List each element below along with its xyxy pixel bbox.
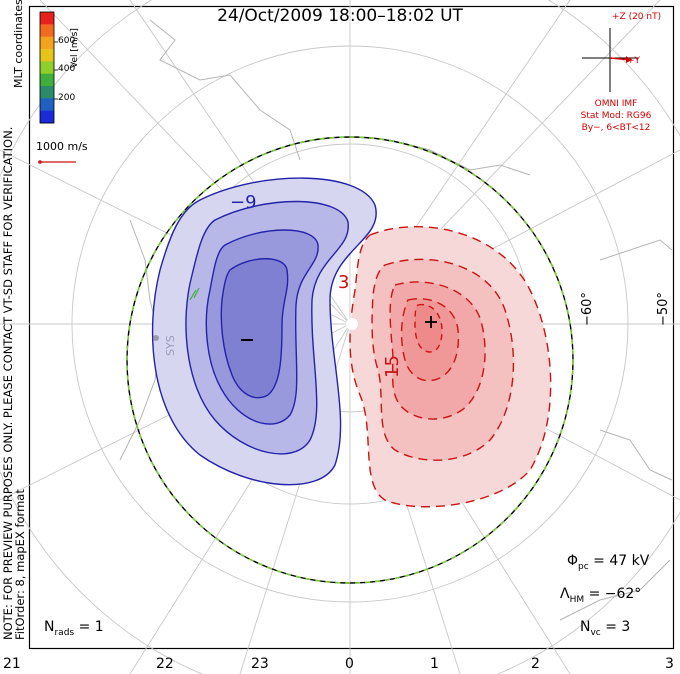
- vector-scale-label: 1000 m/s: [36, 140, 88, 153]
- mlt-label-22: 22: [156, 656, 174, 672]
- coordinates-label: MLT coordinates: [12, 0, 25, 88]
- lambda-symbol: Λ: [560, 586, 570, 602]
- nrads-symbol: N: [44, 619, 55, 635]
- lat-label-60: −60°: [580, 292, 595, 326]
- preview-note: NOTE: FOR PREVIEW PURPOSES ONLY. PLEASE …: [1, 127, 27, 640]
- station-label: SYS: [164, 335, 177, 356]
- imf-model: Stat Mod: RG96: [580, 111, 652, 121]
- coastlines: [119, 19, 673, 621]
- colorbar-segment: [40, 49, 54, 62]
- nvc-subscript: vc: [590, 627, 601, 638]
- colorbar-segment: [40, 98, 54, 112]
- colorbar-segment: [40, 12, 54, 25]
- imf-condition: By−, 6<BT<12: [581, 123, 651, 133]
- contour-label-negative: −9: [230, 192, 257, 213]
- radar-vectors: [189, 287, 200, 301]
- colorbar-segment: [40, 24, 54, 38]
- phi-symbol: Φ: [567, 553, 579, 569]
- plot-border: [28, 5, 675, 650]
- imf-clock: [582, 28, 638, 92]
- vector-scale-dot: [38, 160, 42, 164]
- colorbar-tick-400: 400: [58, 64, 76, 74]
- phi-value: = 47 kV: [593, 553, 650, 569]
- colorbar-segment: [40, 73, 54, 87]
- cross-polar-potential: Φpc = 47 kV: [567, 553, 649, 572]
- colorbar-segment: [40, 36, 54, 50]
- radar-count: Nrads = 1: [44, 619, 104, 638]
- colorbar-segment: [40, 110, 54, 124]
- contour-label-positive-large: 15: [382, 355, 403, 378]
- lat-label-50: −50°: [656, 292, 671, 326]
- vector-count: Nvc = 3: [580, 619, 630, 638]
- contour-label-positive-small: 3: [338, 272, 350, 293]
- colorbar-tick-600: 600: [58, 36, 76, 46]
- fit-order-line: FitOrder: 8, mapEX format: [13, 489, 27, 640]
- imf-info: OMNI IMF Stat Mod: RG96 By−, 6<BT<12: [560, 98, 672, 134]
- hm-boundary-dashed: [126, 136, 574, 584]
- mlt-label-2: 2: [531, 656, 540, 672]
- positive-potential-cell: [349, 225, 552, 508]
- mlt-label-21: 21: [3, 656, 21, 672]
- colorbar-tick-200: 200: [58, 93, 76, 103]
- nrads-value: = 1: [78, 619, 104, 635]
- imf-y-label: +Y: [627, 56, 641, 66]
- colorbar-ticks: [54, 41, 58, 100]
- colorbar-title: Vel [m/s]: [70, 28, 80, 68]
- phi-subscript: pc: [578, 561, 589, 572]
- nvc-value: = 3: [605, 619, 631, 635]
- colorbar-border: [39, 11, 55, 124]
- lambda-subscript: HM: [569, 594, 585, 605]
- nrads-subscript: rads: [54, 627, 75, 638]
- velocity-colorbar: [40, 12, 54, 124]
- colorbar-segment: [40, 61, 54, 75]
- imf-source: OMNI IMF: [594, 99, 638, 109]
- magnetic-pole: [346, 318, 358, 330]
- station-marker: [153, 335, 159, 341]
- mlt-label-3: 3: [665, 656, 674, 672]
- imf-z-label: +Z (20 nT): [612, 12, 662, 22]
- plot-title: 24/Oct/2009 18:00–18:02 UT: [217, 6, 463, 26]
- mlt-label-23: 23: [251, 656, 269, 672]
- mlt-label-0: 0: [345, 656, 354, 672]
- colorbar-segment: [40, 86, 54, 99]
- hm-boundary-latitude: ΛHM = −62°: [560, 586, 641, 605]
- negative-potential-cell: [151, 177, 377, 486]
- mlt-label-1: 1: [430, 656, 439, 672]
- nvc-symbol: N: [580, 619, 591, 635]
- lambda-value: = −62°: [588, 586, 642, 602]
